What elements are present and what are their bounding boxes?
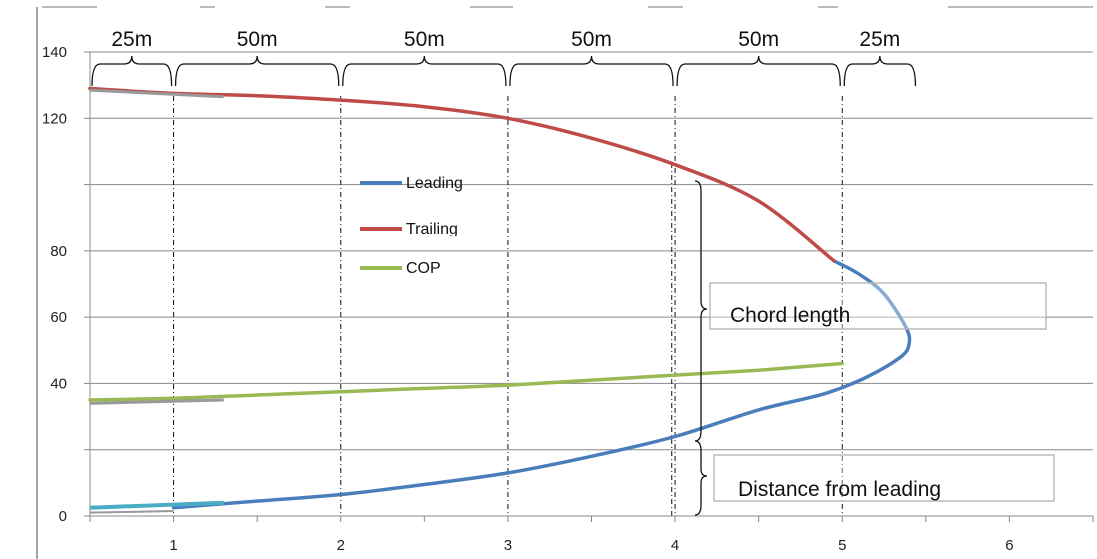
legend: Leading Trailing COP bbox=[360, 175, 480, 277]
segment-brace bbox=[91, 55, 173, 87]
gridlines bbox=[90, 51, 1093, 451]
chord-length-box bbox=[709, 282, 1047, 330]
segment-brace bbox=[342, 55, 507, 87]
segment-brace bbox=[676, 55, 841, 87]
distance-from-leading-label: Distance from leading bbox=[738, 478, 941, 501]
y-tick-label: 140 bbox=[42, 44, 67, 61]
leading-overlay-stroke bbox=[89, 500, 224, 510]
segment-brace bbox=[843, 55, 917, 87]
cop-overlay-stroke bbox=[89, 398, 224, 405]
annotations: Chord length Distance from leading bbox=[694, 180, 1055, 516]
distance-bracket bbox=[694, 440, 708, 516]
segment-label: 50m bbox=[404, 28, 445, 51]
distance-box bbox=[713, 454, 1055, 502]
y-tick-label: 60 bbox=[50, 309, 67, 326]
chord-length-label: Chord length bbox=[730, 304, 850, 327]
chord-length-bracket bbox=[694, 180, 708, 442]
legend-label-trailing: Trailing bbox=[406, 221, 458, 238]
x-tick-label: 6 bbox=[1005, 537, 1013, 554]
segment-braces bbox=[91, 55, 917, 87]
leading-line bbox=[171, 259, 912, 510]
segment-label: 50m bbox=[571, 28, 612, 51]
leading-overlay-stroke bbox=[89, 510, 174, 514]
x-tick-label: 1 bbox=[169, 537, 177, 554]
station-lines bbox=[173, 96, 843, 516]
legend-clip-mask bbox=[400, 236, 480, 246]
segment-label: 25m bbox=[111, 28, 152, 51]
x-tick-label: 5 bbox=[838, 537, 846, 554]
legend-label-leading: Leading bbox=[406, 175, 463, 192]
x-tick-label: 3 bbox=[504, 537, 512, 554]
y-tick-label: 40 bbox=[50, 375, 67, 392]
y-tick-label: 80 bbox=[50, 243, 67, 260]
segment-labels: 25m 50m 50m 50m 50m 25m bbox=[111, 28, 900, 51]
legend-label-cop: COP bbox=[406, 260, 441, 277]
segment-label: 50m bbox=[738, 28, 779, 51]
y-tick-label: 0 bbox=[59, 508, 67, 525]
segment-brace bbox=[509, 55, 674, 87]
x-tick-label: 4 bbox=[671, 537, 679, 554]
y-tick-label: 120 bbox=[42, 110, 67, 127]
series-lines bbox=[88, 86, 912, 514]
x-tick-label: 2 bbox=[337, 537, 345, 554]
segment-brace bbox=[174, 55, 340, 87]
trailing-line bbox=[88, 86, 836, 263]
trailing-overlay-stroke bbox=[89, 88, 224, 99]
cop-line bbox=[88, 361, 845, 402]
segment-label: 25m bbox=[859, 28, 900, 51]
segment-label: 50m bbox=[237, 28, 278, 51]
axes bbox=[84, 51, 1094, 522]
